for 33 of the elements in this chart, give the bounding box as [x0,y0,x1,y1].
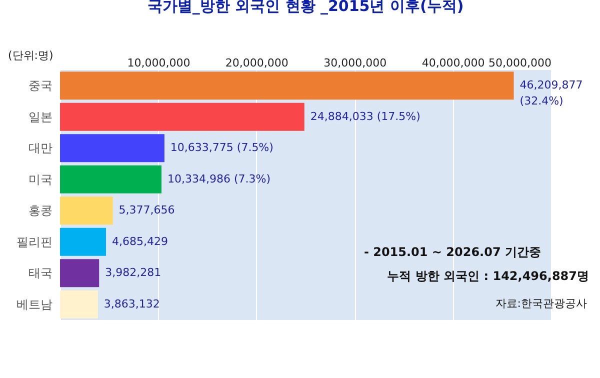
data-label: 3,863,132 [104,297,160,310]
y-tick-label: 중국 [28,78,52,93]
y-tick-label: 홍콩 [28,204,52,218]
bar [60,259,100,288]
data-label: 46,209,877 (32.4%) [520,78,583,108]
bar [60,196,113,225]
bar [60,102,304,131]
data-label: 10,633,775 (7.5%) [170,141,274,154]
data-label: 24,884,033 (17.5%) [310,110,420,123]
data-label: 3,982,281 [105,266,162,280]
bar [60,290,98,318]
data-label: 4,685,429 [112,234,168,248]
data-label: 10,334,986 (7.3%) [167,172,271,186]
x-tick-label: 50,000,000 [488,56,552,70]
bar [60,165,162,194]
y-tick-label: 베트남 [16,297,52,312]
y-tick-label: 일본 [28,110,52,124]
x-axis-title: (단위:명) [8,49,54,62]
data-label: 5,377,656 [118,204,175,217]
x-tick-label: 40,000,000 [422,56,485,70]
annotation: 누적 방한 외국인 : 142,496,887명 [387,269,589,283]
y-tick-label: 대만 [28,141,52,156]
x-tick-label: 10,000,000 [127,56,190,70]
y-tick-label: 필리핀 [16,234,52,249]
annotation: - 2015.01 ~ 2026.07 기간중 [364,245,541,259]
annotation: 자료:한국관광공사 [495,297,587,310]
bar [60,134,164,162]
x-tick-label: 20,000,000 [225,56,288,70]
x-tick-label: 30,000,000 [324,56,387,70]
y-tick-label: 미국 [28,172,52,186]
y-tick-label: 태국 [28,266,52,280]
bar [60,228,106,256]
bar [60,72,514,100]
